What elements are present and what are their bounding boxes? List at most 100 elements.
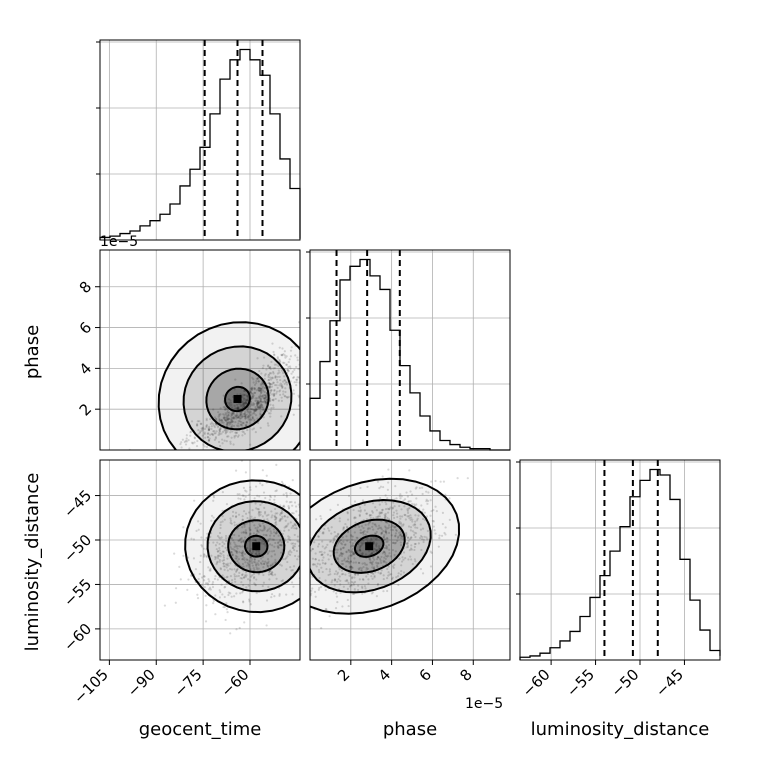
sample-point bbox=[289, 538, 292, 542]
sample-point bbox=[323, 551, 326, 554]
sample-point bbox=[226, 411, 229, 414]
sample-point bbox=[226, 421, 229, 424]
sample-point bbox=[261, 560, 264, 563]
sample-point bbox=[258, 389, 261, 392]
sample-point bbox=[216, 535, 220, 538]
sample-point bbox=[303, 344, 305, 346]
sample-point bbox=[214, 544, 218, 547]
sample-point bbox=[238, 539, 241, 542]
sample-point bbox=[341, 562, 345, 566]
sample-point bbox=[229, 517, 232, 520]
sample-point bbox=[370, 552, 373, 555]
sample-point bbox=[288, 536, 291, 539]
sample-point bbox=[173, 552, 176, 555]
sample-point bbox=[380, 555, 383, 559]
sample-point bbox=[382, 577, 385, 581]
sample-point bbox=[224, 537, 228, 540]
sample-point bbox=[305, 356, 307, 358]
sample-point bbox=[317, 559, 321, 562]
sample-point bbox=[381, 508, 384, 511]
sample-point bbox=[293, 527, 296, 530]
sample-point bbox=[345, 551, 348, 554]
sample-point bbox=[371, 525, 374, 528]
sample-point bbox=[388, 573, 391, 576]
sample-point bbox=[352, 508, 355, 512]
sample-point bbox=[284, 390, 287, 394]
sample-point bbox=[368, 514, 371, 517]
sample-point bbox=[336, 557, 340, 560]
sample-point bbox=[303, 482, 305, 484]
sample-point bbox=[271, 393, 274, 396]
sample-point bbox=[229, 546, 232, 549]
sample-point bbox=[419, 523, 422, 526]
sample-point bbox=[285, 492, 288, 495]
sample-point bbox=[222, 421, 225, 424]
sample-point bbox=[271, 376, 274, 379]
sample-point bbox=[347, 549, 351, 552]
sample-point bbox=[373, 532, 377, 535]
sample-point bbox=[239, 412, 242, 415]
sample-point bbox=[349, 560, 352, 563]
sample-point bbox=[267, 573, 271, 576]
sample-point bbox=[373, 523, 376, 526]
sample-point bbox=[363, 509, 366, 512]
sample-point bbox=[270, 596, 273, 599]
sample-point bbox=[259, 400, 262, 403]
sample-point bbox=[386, 589, 389, 593]
sample-point bbox=[256, 405, 260, 409]
sample-point bbox=[380, 531, 383, 534]
sample-point bbox=[389, 526, 393, 529]
sample-point bbox=[234, 378, 237, 381]
sample-point bbox=[379, 559, 382, 562]
sample-point bbox=[225, 423, 228, 426]
sample-point bbox=[321, 545, 324, 548]
sample-point bbox=[247, 511, 251, 514]
sample-point bbox=[293, 368, 296, 371]
sample-point bbox=[399, 497, 402, 500]
sample-point bbox=[280, 541, 284, 544]
sample-point bbox=[406, 511, 410, 514]
sample-point bbox=[261, 405, 264, 408]
sample-point bbox=[295, 365, 298, 369]
sample-point bbox=[338, 554, 341, 557]
sample-point bbox=[413, 548, 416, 552]
density-level bbox=[185, 480, 300, 613]
sample-point bbox=[222, 556, 226, 559]
sample-point bbox=[375, 595, 378, 598]
sample-point bbox=[269, 537, 272, 540]
sample-point bbox=[218, 417, 221, 421]
sample-point bbox=[370, 592, 374, 595]
sample-point bbox=[257, 395, 261, 398]
sample-point bbox=[254, 561, 257, 564]
sample-point bbox=[383, 516, 386, 519]
sample-point bbox=[281, 558, 284, 561]
sample-point bbox=[248, 526, 251, 530]
sample-point bbox=[250, 552, 253, 555]
sample-point bbox=[377, 571, 380, 574]
sample-point bbox=[387, 468, 390, 471]
sample-point bbox=[413, 533, 416, 537]
density-level bbox=[310, 478, 459, 614]
sample-point bbox=[401, 534, 404, 538]
sample-point bbox=[278, 519, 281, 522]
sample-point bbox=[282, 353, 285, 356]
sample-point bbox=[218, 431, 221, 435]
sample-point bbox=[301, 511, 303, 513]
sample-point bbox=[209, 588, 212, 591]
sample-point bbox=[268, 527, 271, 530]
sample-point bbox=[267, 539, 270, 542]
sample-point bbox=[290, 542, 293, 545]
sample-point bbox=[387, 554, 390, 557]
sample-point bbox=[348, 554, 351, 557]
sample-point bbox=[235, 431, 239, 434]
sample-point bbox=[262, 356, 266, 359]
sample-point bbox=[286, 540, 289, 544]
sample-point bbox=[339, 542, 343, 545]
contour-line bbox=[354, 534, 385, 558]
sample-point bbox=[441, 511, 445, 514]
sample-point bbox=[233, 549, 236, 552]
sample-point bbox=[251, 396, 254, 400]
panel-frame bbox=[309, 459, 511, 661]
sample-point bbox=[414, 523, 417, 526]
sample-point bbox=[244, 410, 247, 414]
